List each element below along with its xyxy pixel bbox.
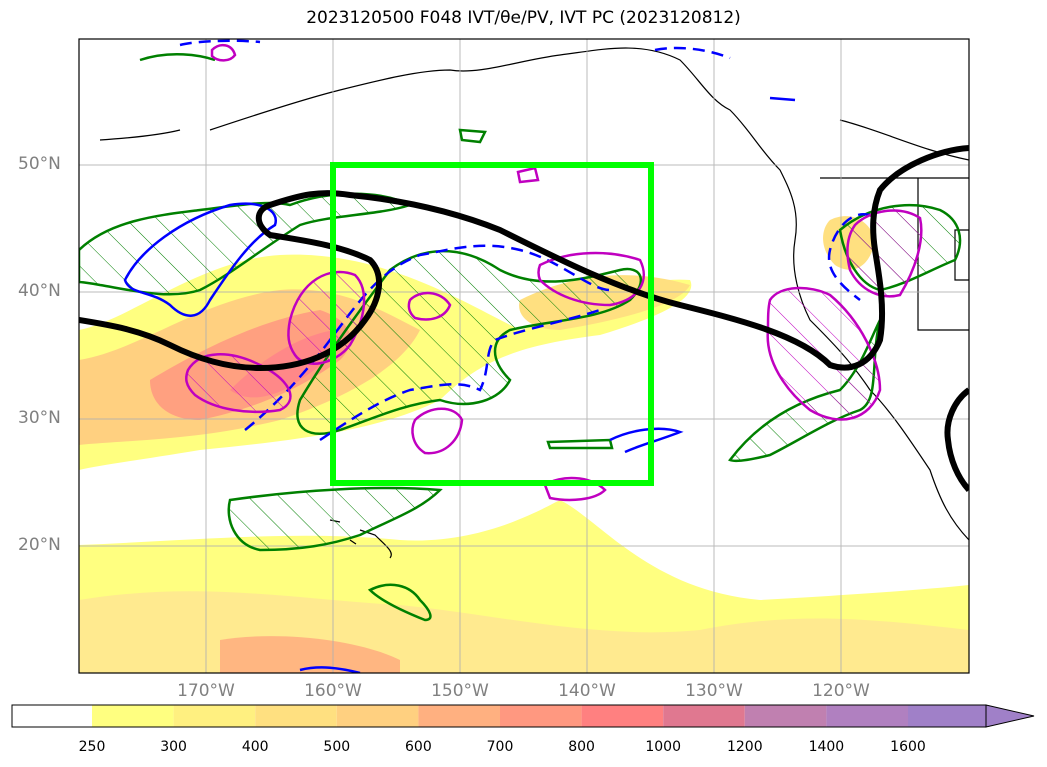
colorbar-segment — [500, 705, 582, 727]
lon-label-130w: 130°W — [685, 681, 743, 701]
pv-contours — [79, 52, 962, 622]
colorbar-segment — [173, 705, 256, 727]
colorbar-tick-label: 1200 — [726, 739, 763, 755]
colorbar-segment — [908, 705, 986, 727]
colorbar-segment — [418, 705, 500, 727]
colorbar-segment — [12, 705, 92, 727]
lat-label-20n: 20°N — [18, 535, 61, 555]
colorbar-tick-label: 250 — [78, 739, 106, 755]
colorbar-tick-label: 300 — [160, 739, 187, 755]
colorbar — [11, 704, 1035, 728]
lat-label-30n: 30°N — [18, 408, 61, 428]
colorbar-segment — [336, 705, 419, 727]
colorbar-segment — [744, 705, 827, 727]
colorbar-tick-label: 600 — [405, 739, 432, 755]
ivt-threshold-line — [79, 145, 969, 493]
colorbar-segment — [92, 705, 174, 727]
colorbar-tick-label: 800 — [568, 739, 595, 755]
map-title: 2023120500 F048 IVT/θe/PV, IVT PC (20231… — [0, 8, 1047, 28]
lon-label-140w: 140°W — [558, 681, 616, 701]
colorbar-tick-label: 1600 — [890, 739, 926, 755]
colorbar-tick-label: 1400 — [808, 739, 845, 755]
colorbar-segment — [581, 705, 664, 727]
title-text: 2023120500 F048 IVT/θe/PV, IVT PC (20231… — [306, 8, 741, 28]
colorbar-extend-arrow — [985, 704, 1035, 728]
colorbar-tick-label: 500 — [323, 739, 351, 755]
lat-label-40n: 40°N — [18, 281, 61, 301]
colorbar-tick-label: 700 — [486, 739, 514, 755]
colorbar-tick-label: 1000 — [645, 739, 681, 755]
highlight-box — [330, 162, 654, 486]
map-plot — [78, 38, 970, 674]
colorbar-segment — [663, 705, 745, 727]
lat-label-50n: 50°N — [18, 154, 61, 174]
lon-label-150w: 150°W — [431, 681, 489, 701]
plot-frame — [78, 38, 970, 674]
lon-label-160w: 160°W — [304, 681, 362, 701]
lon-label-170w: 170°W — [177, 681, 235, 701]
colorbar-segment — [826, 705, 908, 727]
colorbar-segment — [255, 705, 337, 727]
colorbar-frame — [11, 704, 987, 728]
lon-label-120w: 120°W — [812, 681, 870, 701]
colorbar-tick-label: 400 — [241, 739, 269, 755]
